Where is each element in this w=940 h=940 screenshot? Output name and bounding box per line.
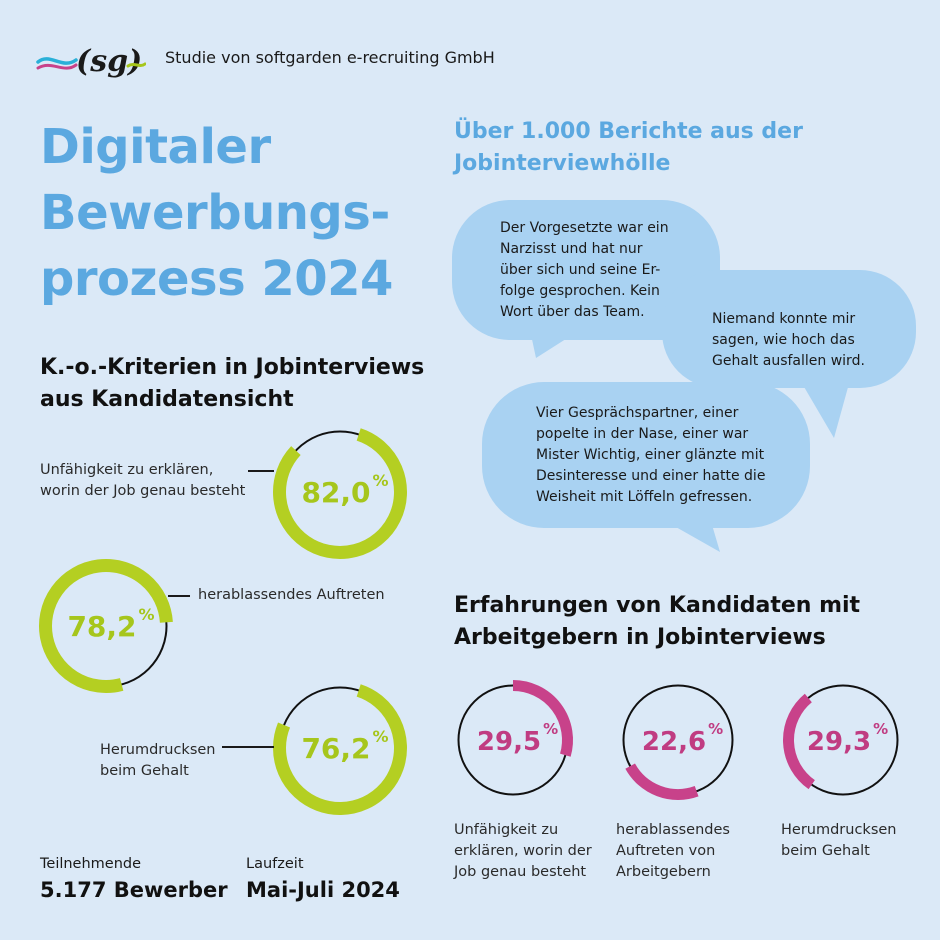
quote-line: Gehalt ausfallen wird. — [712, 353, 865, 369]
quote-line: folge gesprochen. Kein — [500, 283, 660, 299]
exp-heading-line: Erfahrungen von Kandidaten mit — [454, 593, 861, 618]
exp-label-1: Unfähigkeit zu erklären, worin der Job g… — [454, 820, 592, 883]
quote-line: über sich und seine Er- — [500, 262, 661, 278]
reports-heading: Über 1.000 Berichte aus der Jobinterview… — [454, 116, 803, 180]
ko-label-3: Herumdrucksen beim Gehalt — [100, 740, 216, 782]
ring-unit-label: % — [873, 720, 888, 738]
ring-chart-exp-3: 29,3% — [783, 684, 899, 796]
label-line: worin der Job genau besteht — [40, 483, 246, 499]
label-line: beim Gehalt — [100, 763, 189, 779]
quote-line: Mister Wichtig, einer glänzte mit — [536, 447, 765, 463]
ring-chart-exp-1: 29,5% — [457, 680, 573, 796]
quote-line: Desinteresse und einer hatte die — [536, 468, 766, 484]
quote-line: popelte in der Nase, einer war — [536, 426, 749, 442]
label-line: Unfähigkeit zu — [454, 822, 559, 838]
ring-value-arc — [625, 763, 699, 800]
label-line: Herumdrucksen — [781, 822, 897, 838]
exp-heading-line: Arbeitgebern in Jobinterviews — [454, 625, 826, 650]
label-line: Unfähigkeit zu erklären, — [40, 462, 214, 478]
brand-subtitle: Studie von softgarden e-recruiting GmbH — [165, 48, 495, 67]
ring-chart-ko-2: 78,2% — [39, 559, 173, 693]
label-line: beim Gehalt — [781, 843, 870, 859]
label-line: Auftreten von — [616, 843, 716, 859]
ring-unit-label: % — [373, 471, 389, 490]
ko-heading-line: aus Kandidatensicht — [40, 387, 294, 412]
reports-heading-line: Über 1.000 Berichte aus der — [454, 119, 803, 144]
participants-value: 5.177 Bewerber — [40, 878, 228, 902]
leader-line — [248, 470, 274, 472]
experience-heading: Erfahrungen von Kandidaten mit Arbeitgeb… — [454, 590, 860, 654]
quote-line: Niemand konnte mir — [712, 311, 856, 327]
ring-value-arc — [512, 680, 573, 757]
leader-line — [168, 595, 190, 597]
title-line: Digitaler — [40, 119, 271, 175]
quote-line: Vier Gesprächspartner, einer — [536, 405, 739, 421]
quote-1: Der Vorgesetzte war ein Narzisst und hat… — [500, 218, 669, 323]
ring-value-label: 82,0 — [301, 476, 370, 509]
speech-bubble-1 — [452, 200, 720, 358]
exp-label-3: Herumdrucksen beim Gehalt — [781, 820, 897, 862]
ring-value-label: 29,5 — [477, 727, 541, 757]
quote-line: Weisheit mit Löffeln gefressen. — [536, 489, 753, 505]
ring-value-arc — [783, 693, 816, 790]
label-line: herablassendes Auftreten — [198, 587, 385, 603]
ko-label-1: Unfähigkeit zu erklären, worin der Job g… — [40, 460, 245, 502]
ko-label-2: herablassendes Auftreten — [198, 585, 385, 606]
ring-unit-label: % — [543, 720, 558, 738]
quote-line: Wort über das Team. — [500, 304, 645, 320]
ring-value-arc — [273, 428, 407, 559]
leader-line — [222, 746, 274, 748]
speech-bubbles — [452, 200, 916, 552]
reports-heading-line: Jobinterviewhölle — [454, 151, 671, 176]
period-value: Mai-Juli 2024 — [246, 878, 400, 902]
ko-heading-line: K.-o.-Kriterien in Jobinterviews — [40, 355, 425, 380]
ko-criteria-heading: K.-o.-Kriterien in Jobinterviews aus Kan… — [40, 352, 424, 416]
label-line: Herumdrucksen — [100, 742, 216, 758]
ring-chart-ko-3: 76,2% — [273, 684, 407, 815]
label-line: Job genau besteht — [454, 864, 587, 880]
ring-chart-ko-1: 82,0% — [273, 428, 407, 559]
participants-label: Teilnehmende — [40, 856, 142, 872]
softgarden-logo: (sg) — [36, 44, 146, 79]
svg-text:(sg): (sg) — [76, 44, 142, 79]
label-line: herablassendes — [616, 822, 730, 838]
ring-unit-label: % — [708, 720, 723, 738]
quote-line: Narzisst und hat nur — [500, 241, 643, 257]
quote-2: Niemand konnte mir sagen, wie hoch das G… — [712, 309, 865, 372]
exp-label-2: herablassendes Auftreten von Arbeitgeber… — [616, 820, 730, 883]
title-line: Bewerbungs- — [40, 185, 390, 241]
period-label: Laufzeit — [246, 856, 304, 872]
ring-value-arc — [273, 684, 407, 815]
label-line: erklären, worin der — [454, 843, 592, 859]
label-line: Arbeitgebern — [616, 864, 711, 880]
quote-3: Vier Gesprächspartner, einer popelte in … — [536, 403, 765, 508]
ring-value-label: 76,2 — [301, 732, 370, 765]
ring-value-label: 22,6 — [642, 727, 706, 757]
ring-value-arc — [39, 559, 173, 693]
ring-chart-exp-2: 22,6% — [622, 684, 734, 800]
page-title: Digitaler Bewerbungs- prozess 2024 — [40, 114, 393, 312]
quote-line: Der Vorgesetzte war ein — [500, 220, 669, 236]
ring-unit-label: % — [139, 605, 155, 624]
quote-line: sagen, wie hoch das — [712, 332, 855, 348]
ring-value-label: 78,2 — [67, 610, 136, 643]
ring-value-label: 29,3 — [807, 727, 871, 757]
speech-bubble-3 — [482, 382, 810, 552]
speech-bubble-2 — [662, 270, 916, 438]
title-line: prozess 2024 — [40, 251, 393, 307]
ring-unit-label: % — [373, 727, 389, 746]
